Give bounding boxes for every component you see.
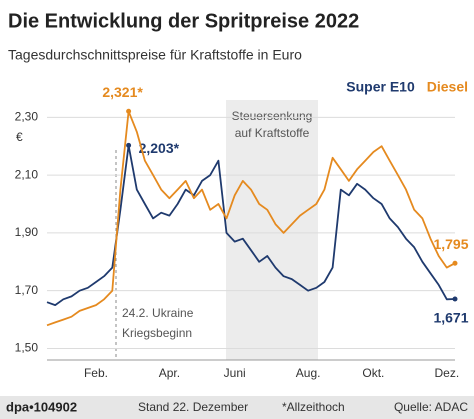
shade-label: Steuersenkung	[232, 109, 313, 123]
event-label: 24.2. Ukraine	[122, 306, 194, 320]
series-line	[46, 110, 456, 327]
tax-cut-shade	[226, 100, 318, 360]
chart-subtitle: Tagesdurchschnittspreise für Kraftstoffe…	[8, 47, 302, 63]
x-tick-label: Aug.	[296, 366, 321, 380]
point-marker	[452, 296, 458, 302]
x-tick-label: Apr.	[159, 366, 180, 380]
y-tick-label: 1,50	[15, 341, 39, 355]
point-marker	[126, 142, 132, 148]
y-tick-label: 1,70	[15, 283, 39, 297]
value-label: 1,671	[433, 310, 468, 326]
y-tick-label: 2,30	[15, 110, 39, 124]
value-label: 2,203*	[139, 140, 180, 156]
point-marker	[126, 108, 132, 114]
shade-label: auf Kraftstoffe	[235, 126, 310, 140]
x-tick-label: Dez.	[434, 366, 459, 380]
x-tick-label: Okt.	[362, 366, 384, 380]
event-label: Kriegsbeginn	[122, 326, 192, 340]
footer-date: Stand 22. Dezember	[138, 400, 248, 414]
chart-title: Die Entwicklung der Spritpreise 2022	[8, 10, 359, 32]
footer-note: *Allzeithoch	[282, 400, 345, 414]
y-tick-label: 1,90	[15, 225, 39, 239]
footer-bar	[0, 396, 474, 419]
legend-entry: Super E10	[346, 79, 415, 95]
x-tick-label: Juni	[224, 366, 246, 380]
point-marker	[452, 260, 458, 266]
footer-id: dpa•104902	[6, 399, 77, 414]
value-label: 1,795	[433, 236, 468, 252]
footer-source: Quelle: ADAC	[394, 400, 468, 414]
y-unit: €	[16, 130, 23, 144]
x-tick-label: Feb.	[84, 366, 108, 380]
value-label: 2,321*	[102, 84, 143, 100]
y-tick-label: 2,10	[15, 167, 39, 181]
legend-entry: Diesel	[427, 79, 468, 95]
